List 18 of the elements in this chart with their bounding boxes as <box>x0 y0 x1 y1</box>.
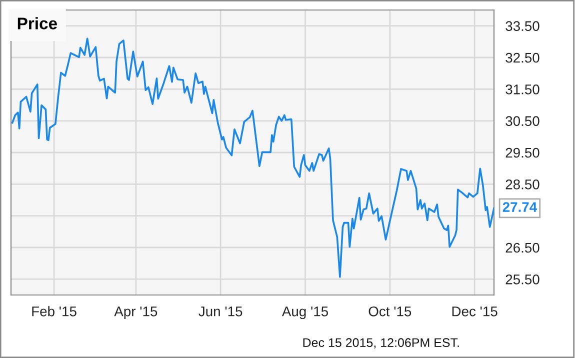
y-tick-label: 30.50 <box>506 116 540 126</box>
y-tick-label: 33.50 <box>506 21 540 32</box>
x-tick-label: Apr '15 <box>114 306 158 320</box>
text: Dec 15 2015, 12:06PM EST. <box>303 338 459 349</box>
y-tick-label: 32.50 <box>506 52 540 63</box>
line-series <box>11 38 494 278</box>
y-tick-label: 29.50 <box>506 148 540 158</box>
x-tick-label: Aug '15 <box>282 306 328 320</box>
x-tick-label: Oct '15 <box>368 306 412 316</box>
y-tick-label: 31.50 <box>506 84 540 94</box>
annotation: 27.74 <box>502 202 538 212</box>
x-tick-label: Jun '15 <box>198 306 242 316</box>
y-tick-label: 28.50 <box>506 180 540 190</box>
x-tick-label: Dec '15 <box>452 306 498 316</box>
y-tick-label: 26.50 <box>506 242 540 253</box>
chart-title: Price <box>18 17 57 30</box>
x-tick-label: Feb '15 <box>32 306 76 316</box>
y-tick-label: 25.50 <box>506 274 540 284</box>
